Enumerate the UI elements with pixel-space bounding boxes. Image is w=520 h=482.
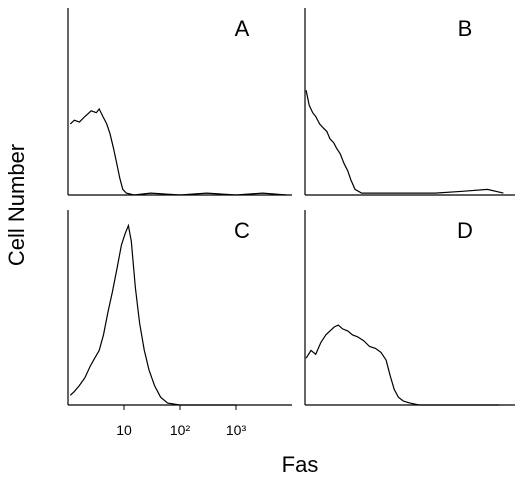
x-tick-label: 10³ — [226, 422, 247, 438]
histogram-line — [69, 107, 287, 196]
panel-label: D — [457, 218, 473, 243]
x-axis-label: Fas — [282, 452, 319, 477]
panel-label: C — [234, 218, 250, 243]
y-axis-label: Cell Number — [4, 144, 29, 266]
x-tick-label: 10² — [170, 422, 191, 438]
histogram-line — [69, 223, 236, 406]
panel-label: A — [235, 16, 250, 41]
histogram-line — [305, 90, 504, 194]
x-tick-label: 10 — [116, 422, 132, 438]
histogram-line — [305, 324, 500, 406]
panel-label: B — [458, 16, 473, 41]
